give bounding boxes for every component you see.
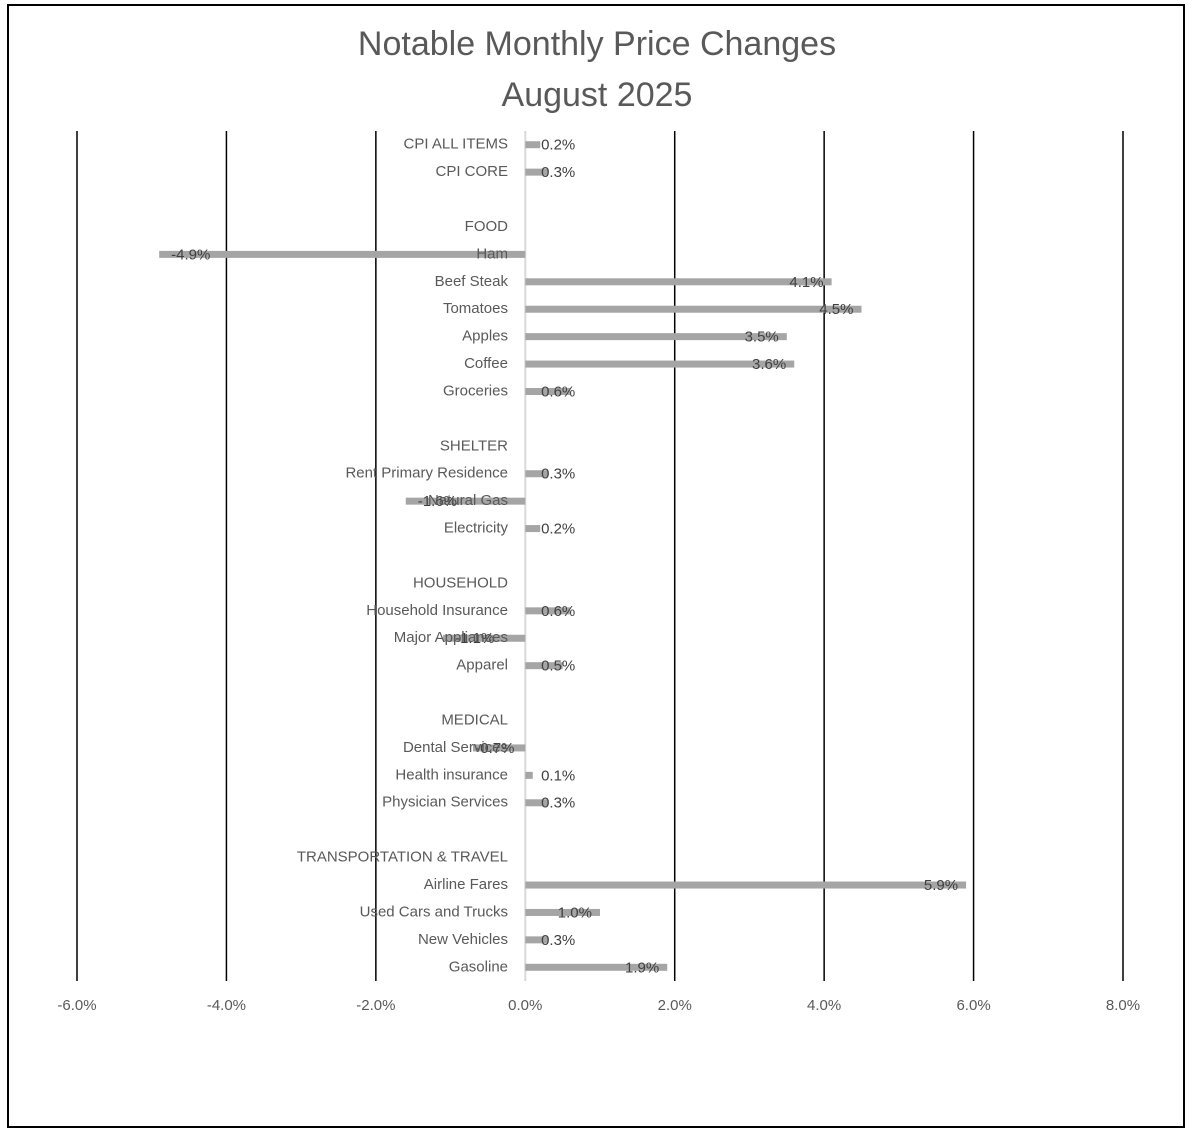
value-label: 0.6%	[541, 603, 575, 620]
y-tick-label: New Vehicles	[418, 931, 508, 948]
x-tick-label: 0.0%	[508, 997, 542, 1014]
bar	[525, 662, 563, 670]
x-tick-label: 6.0%	[956, 997, 990, 1014]
value-label: -1.1%	[455, 630, 494, 647]
y-tick-label: Gasoline	[449, 958, 508, 975]
x-tick-label: 8.0%	[1106, 997, 1140, 1014]
bar	[525, 607, 571, 615]
x-tick-label: -4.0%	[207, 997, 246, 1014]
y-tick-label: Airline Fares	[424, 876, 508, 893]
chart-frame	[7, 4, 1185, 1128]
y-tick-label: HOUSEHOLD	[413, 574, 508, 591]
y-tick-label: Household Insurance	[366, 602, 508, 619]
y-tick-label: TRANSPORTATION & TRAVEL	[297, 849, 508, 866]
y-tick-label: Physician Services	[382, 794, 508, 811]
y-tick-label: Ham	[476, 245, 508, 262]
value-label: -4.9%	[171, 246, 210, 263]
y-tick-label: Groceries	[443, 382, 508, 399]
value-label: 0.2%	[541, 521, 575, 538]
bar	[159, 250, 526, 258]
value-label: 0.3%	[541, 932, 575, 949]
y-tick-label: Natural Gas	[428, 492, 508, 509]
value-label: 0.3%	[541, 795, 575, 812]
y-tick-label: Coffee	[464, 355, 508, 372]
y-tick-label: Electricity	[444, 520, 509, 537]
y-tick-label: SHELTER	[440, 437, 508, 454]
bar	[525, 387, 571, 395]
bar	[443, 634, 526, 642]
bar	[525, 470, 548, 478]
y-tick-label: Used Cars and Trucks	[360, 903, 508, 920]
value-label: -1.6%	[418, 493, 457, 510]
y-tick-label: Rent Primary Residence	[345, 465, 508, 482]
y-tick-label: CPI CORE	[435, 163, 508, 180]
value-label: 0.6%	[541, 383, 575, 400]
y-tick-label: Beef Steak	[435, 273, 509, 290]
bar	[525, 908, 600, 916]
chart-title: Notable Monthly Price Changes	[358, 25, 836, 63]
y-tick-label: Apparel	[456, 657, 508, 674]
bar	[525, 936, 548, 944]
bar	[525, 963, 668, 971]
bar	[525, 360, 795, 368]
bar	[525, 305, 862, 313]
chart-subtitle: August 2025	[502, 76, 693, 114]
value-label: 0.1%	[541, 767, 575, 784]
value-label: 1.0%	[558, 904, 592, 921]
y-tick-label: CPI ALL ITEMS	[404, 136, 508, 153]
value-label: 0.2%	[541, 137, 575, 154]
bar	[525, 771, 533, 779]
value-label: 3.6%	[752, 356, 786, 373]
y-tick-label: Tomatoes	[443, 300, 508, 317]
x-tick-label: 4.0%	[807, 997, 841, 1014]
value-label: 4.5%	[819, 301, 853, 318]
value-label: 0.5%	[541, 658, 575, 675]
bar	[525, 278, 832, 286]
value-label: 3.5%	[745, 329, 779, 346]
y-tick-label: FOOD	[465, 218, 508, 235]
x-tick-label: 2.0%	[658, 997, 692, 1014]
value-label: -0.7%	[475, 740, 514, 757]
bar	[525, 168, 548, 176]
y-tick-label: Health insurance	[395, 766, 508, 783]
value-label: 4.1%	[789, 274, 823, 291]
value-label: 0.3%	[541, 164, 575, 181]
bar	[525, 333, 787, 341]
bar	[525, 141, 541, 149]
y-tick-label: Major Appliances	[394, 629, 508, 646]
x-tick-label: -6.0%	[57, 997, 96, 1014]
bar	[525, 881, 967, 889]
bar	[472, 744, 526, 752]
bar	[405, 497, 526, 505]
y-tick-label: MEDICAL	[441, 711, 508, 728]
value-label: 1.9%	[625, 959, 659, 976]
value-label: 5.9%	[924, 877, 958, 894]
y-tick-label: Apples	[462, 328, 508, 345]
x-tick-label: -2.0%	[356, 997, 395, 1014]
value-label: 0.3%	[541, 466, 575, 483]
bar	[525, 799, 548, 807]
bar	[525, 525, 541, 533]
y-tick-label: Dental Services	[403, 739, 508, 756]
